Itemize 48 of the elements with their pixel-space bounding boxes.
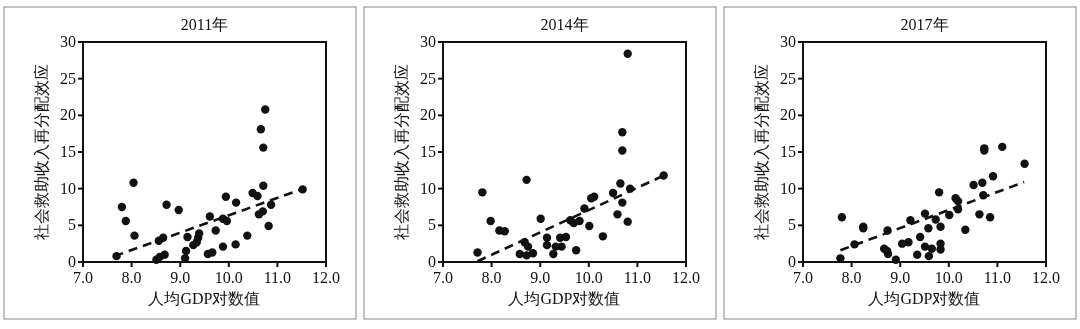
y-tick-label: 25 [780,69,796,87]
y-axis-title: 社会救助收入再分配效应 [753,64,770,240]
y-tick-label: 15 [60,143,76,160]
y-tick-label: 0 [68,253,76,270]
chart-title: 2014年 [540,16,589,33]
x-tick-label: 12.0 [672,269,700,286]
x-tick-label: 12.0 [312,269,340,286]
y-tick-label: 25 [60,69,76,87]
x-tick-label: 7.0 [73,269,93,286]
y-tick-label: 5 [788,216,796,234]
x-tick-label: 8.0 [121,269,142,286]
y-tick-label: 25 [420,69,436,87]
y-tick-label: 15 [780,143,796,160]
y-tick-label: 20 [420,106,436,124]
y-tick-label: 0 [428,253,436,270]
x-tick-label: 11.0 [983,269,1012,286]
x-tick-label: 9.0 [170,269,191,286]
y-tick-label: 30 [60,33,76,50]
x-axis-title: 人均GDP对数值 [508,290,621,307]
y-tick-label: 15 [420,143,436,160]
x-axis-title: 人均GDP对数值 [148,290,261,307]
x-tick-label: 8.0 [481,269,502,286]
x-tick-label: 7.0 [433,269,453,286]
x-tick-label: 12.0 [1032,269,1060,286]
y-tick-label: 5 [428,216,436,234]
x-tick-label: 11.0 [623,269,652,286]
x-tick-label: 11.0 [263,269,292,286]
x-axis-title: 人均GDP对数值 [868,290,981,307]
y-tick-label: 10 [60,179,76,197]
x-tick-label: 8.0 [841,269,862,286]
x-tick-label: 9.0 [530,269,551,286]
y-tick-label: 5 [68,216,76,234]
x-tick-label: 10.0 [574,269,603,286]
y-tick-label: 30 [420,33,436,50]
y-axis-title: 社会救助收入再分配效应 [33,64,50,240]
y-tick-label: 10 [420,179,436,197]
x-tick-label: 7.0 [793,269,813,286]
y-tick-label: 0 [788,253,796,270]
y-tick-label: 20 [60,106,76,124]
y-tick-label: 30 [780,33,796,50]
x-tick-label: 10.0 [214,269,243,286]
y-axis-title: 社会救助收入再分配效应 [393,64,410,240]
chart-title: 2017年 [900,16,949,33]
y-tick-label: 20 [780,106,796,124]
y-tick-label: 10 [780,179,796,197]
chart-title: 2011年 [180,16,229,33]
x-tick-label: 9.0 [890,269,911,286]
x-tick-label: 10.0 [934,269,963,286]
